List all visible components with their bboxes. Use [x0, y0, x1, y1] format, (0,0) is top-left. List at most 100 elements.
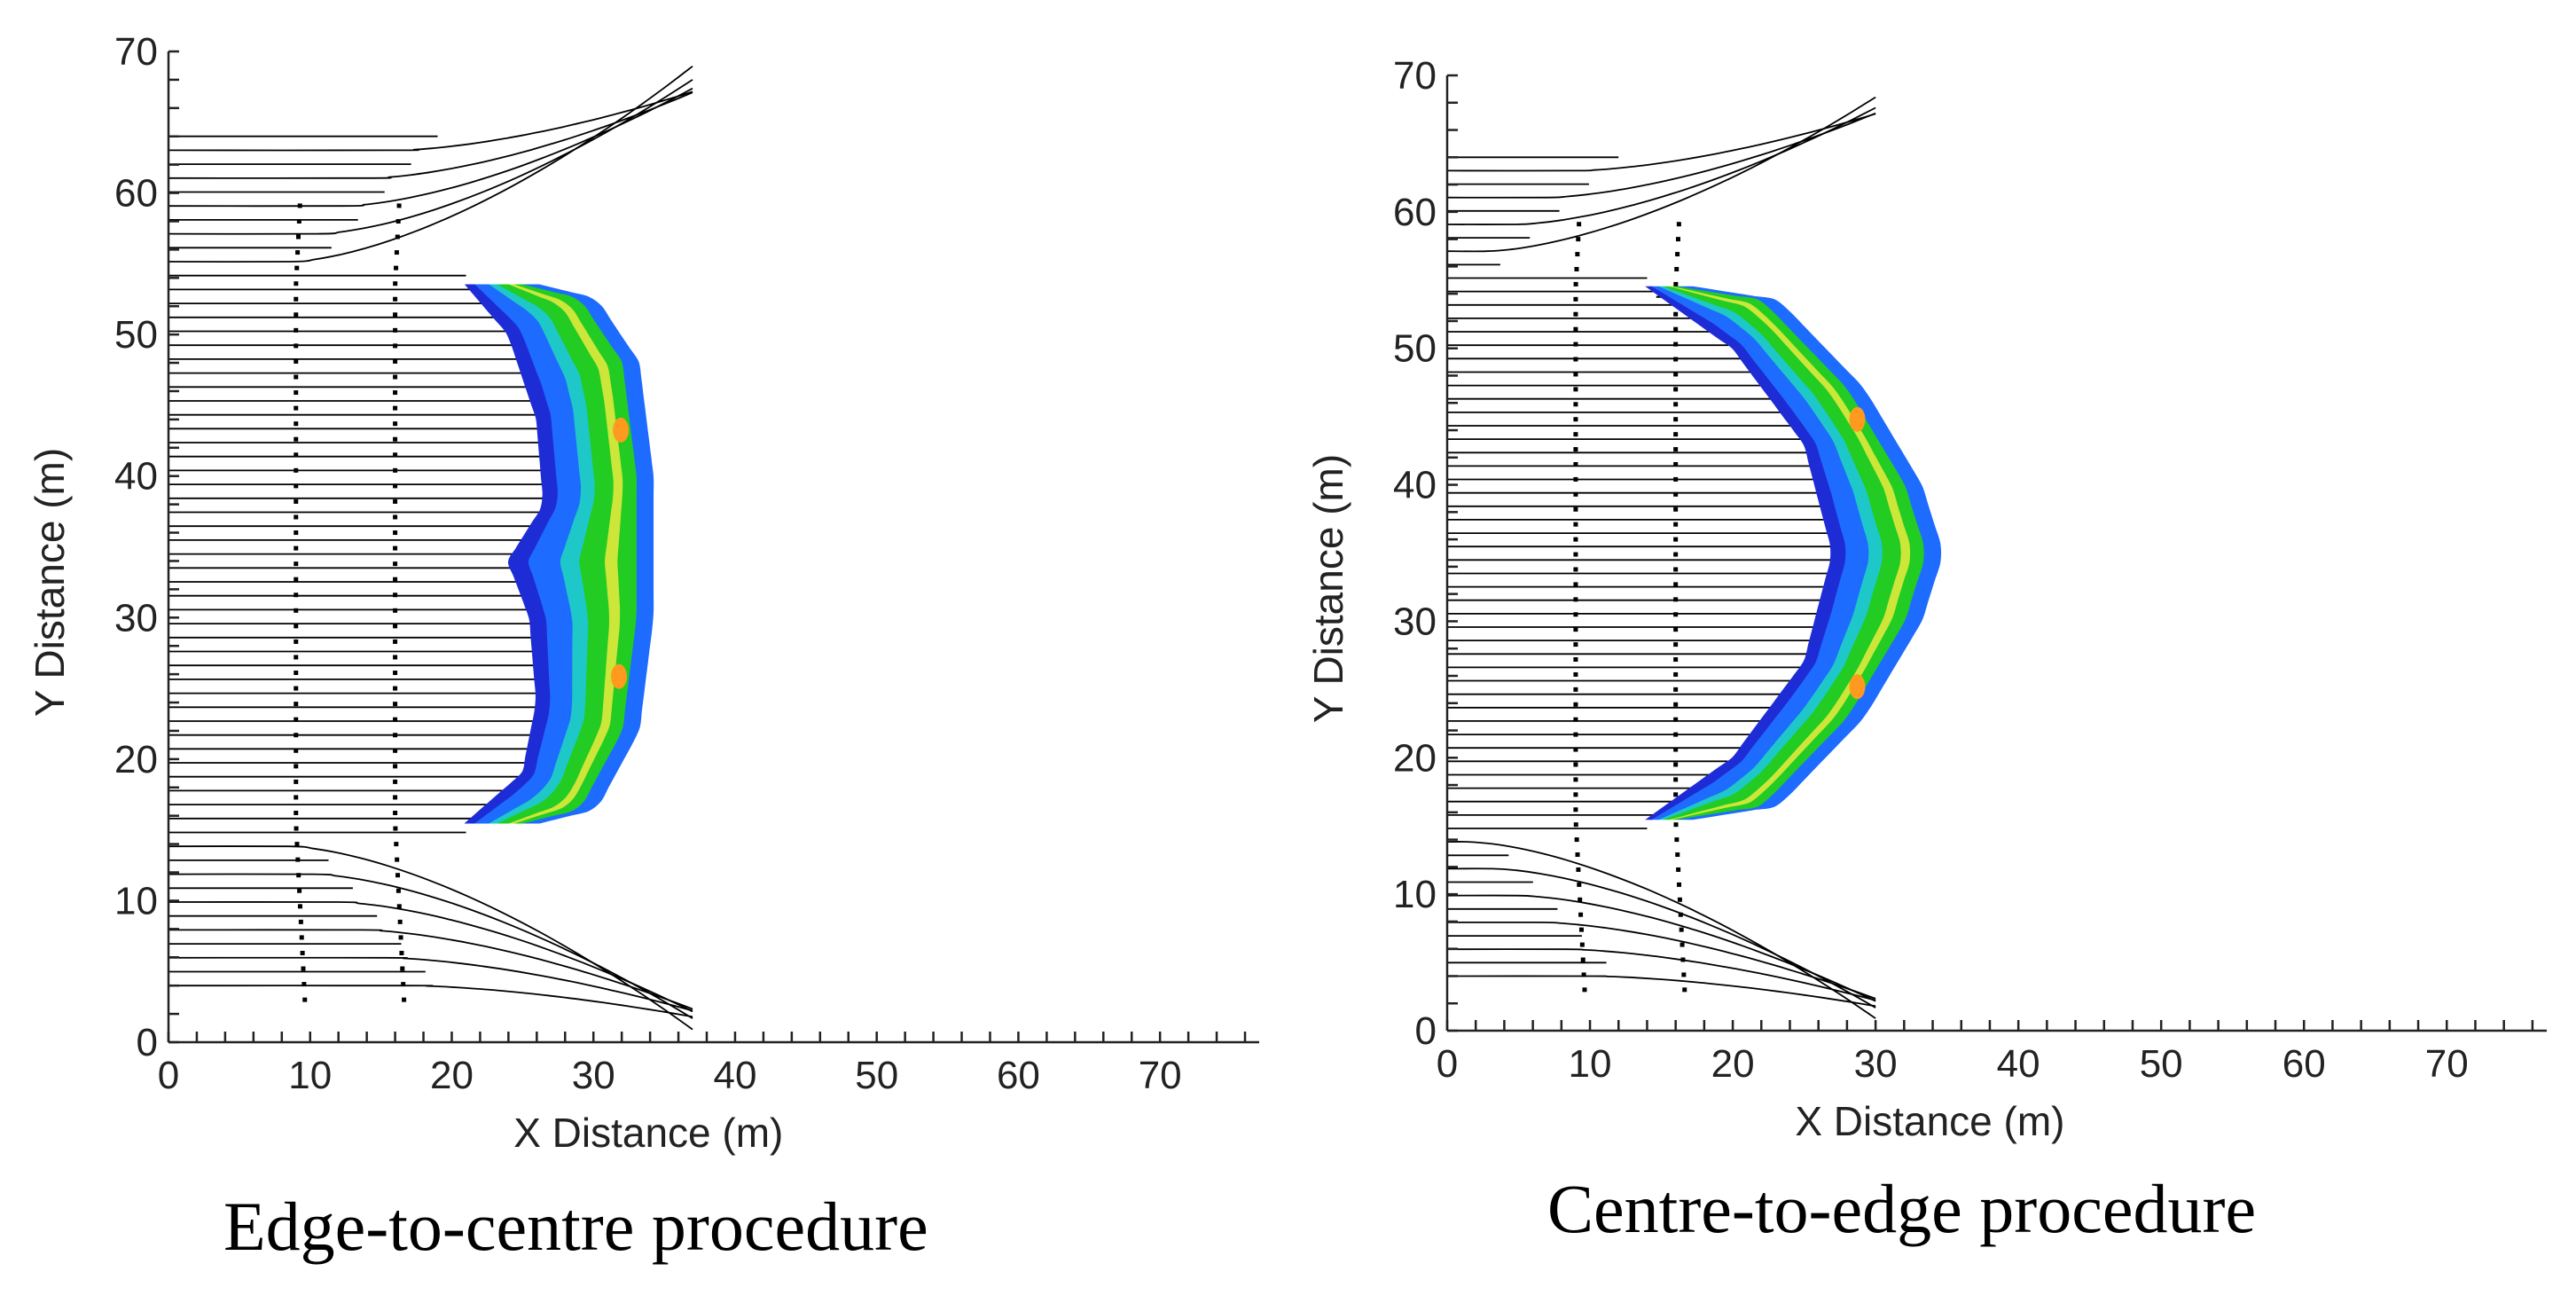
streamline-marker [401, 982, 406, 987]
streamline-marker [1573, 417, 1578, 422]
contour-hotspot [1849, 406, 1866, 432]
x-tick-label: 40 [1997, 1042, 2040, 1086]
y-tick-label: 0 [1415, 1009, 1437, 1053]
y-tick-label: 30 [114, 596, 158, 640]
streamline-marker [294, 545, 299, 551]
x-tick-label: 40 [713, 1054, 756, 1097]
streamline-marker [297, 203, 302, 208]
streamline [168, 91, 693, 179]
streamline-marker [301, 982, 307, 987]
streamline-marker [393, 312, 398, 318]
contour-hotspot [613, 417, 630, 443]
streamline-marker [393, 826, 398, 831]
y-tick-label: 50 [1393, 327, 1437, 371]
streamline-marker [1673, 476, 1679, 482]
streamline-marker [1673, 642, 1679, 648]
streamline-marker [294, 593, 299, 598]
streamline-marker [1675, 237, 1680, 242]
streamline-marker [1673, 387, 1679, 392]
streamline-marker [396, 203, 402, 208]
streamline-marker [1574, 266, 1579, 271]
streamline-marker [1573, 552, 1578, 557]
streamline [168, 956, 693, 1012]
streamline [1446, 96, 1876, 253]
streamline-marker [1673, 417, 1679, 422]
streamline-marker [1682, 987, 1687, 993]
streamline-marker [296, 218, 301, 224]
marker-column-1-1 [1673, 222, 1687, 993]
streamline-marker [1573, 326, 1578, 332]
streamline-marker [1673, 822, 1679, 828]
streamline-marker [393, 733, 398, 738]
streamline-marker [294, 733, 299, 738]
streamline-marker [297, 888, 302, 893]
streamline-marker [294, 405, 299, 411]
contour-1 [1645, 286, 1942, 820]
streamline-marker [393, 296, 398, 302]
streamline-marker [294, 327, 299, 333]
streamline-marker [1573, 341, 1578, 347]
streamline-marker [1579, 942, 1585, 947]
streamline-marker [1573, 357, 1578, 362]
streamline-marker [1582, 987, 1587, 993]
streamline-marker [398, 935, 403, 940]
streamline-marker [294, 717, 299, 722]
streamline-marker [294, 343, 299, 349]
streamline-marker [1573, 461, 1578, 467]
x-tick-label: 70 [1139, 1054, 1182, 1097]
streamline-marker [1575, 852, 1580, 858]
streamline-marker [294, 467, 299, 473]
x-tick-label: 60 [997, 1054, 1040, 1097]
streamline-marker [1573, 296, 1578, 302]
x-tick-label: 30 [1854, 1042, 1898, 1086]
streamline [1446, 975, 1876, 1008]
streamline-marker [1576, 237, 1581, 242]
streamline-marker [393, 358, 398, 364]
streamline-marker [393, 281, 398, 286]
streamline-marker [1673, 372, 1679, 377]
streamline [168, 873, 693, 1019]
streamline-marker [1673, 567, 1679, 572]
streamline-marker [1573, 671, 1578, 677]
streamline-marker [1673, 357, 1679, 362]
streamline-marker [1573, 582, 1578, 587]
streamline-marker [294, 312, 299, 318]
streamline-marker [294, 639, 299, 644]
streamline-marker [302, 997, 308, 1002]
streamline-marker [394, 250, 399, 255]
streamline-marker [1575, 252, 1580, 257]
x-tick-label: 50 [855, 1054, 898, 1097]
streamline-marker [1573, 567, 1578, 572]
streamline-marker [294, 810, 299, 815]
streamline-marker [1673, 432, 1679, 437]
streamline-marker [295, 234, 301, 239]
streamline-marker [1578, 897, 1583, 902]
streamline-marker [1680, 957, 1686, 962]
streamline-marker [1679, 927, 1684, 932]
streamline-marker [393, 405, 398, 411]
streamline-marker [1675, 852, 1680, 858]
streamline-marker [1681, 972, 1687, 977]
streamline-marker [294, 624, 299, 629]
streamline-marker [393, 327, 398, 333]
streamline-marker [1673, 777, 1679, 782]
streamline-marker [1573, 807, 1578, 812]
streamline-marker [1673, 281, 1679, 286]
streamline-marker [1673, 687, 1679, 692]
x-axis-title: X Distance (m) [513, 1110, 783, 1156]
streamline-marker [294, 436, 299, 442]
streamline-marker [402, 997, 407, 1002]
streamline-marker [394, 265, 399, 271]
streamline-marker [1573, 372, 1578, 377]
streamline-marker [1573, 777, 1578, 782]
streamline-marker [393, 514, 398, 520]
streamline-marker [1573, 522, 1578, 527]
streamline-marker [1578, 927, 1584, 932]
streamline-marker [393, 764, 398, 769]
streamline-marker [1679, 942, 1685, 947]
streamline-marker [1573, 387, 1578, 392]
streamline-marker [393, 421, 398, 427]
axes-1 [1445, 74, 2547, 1032]
streamline-marker [393, 452, 398, 458]
streamline-marker [393, 374, 398, 380]
